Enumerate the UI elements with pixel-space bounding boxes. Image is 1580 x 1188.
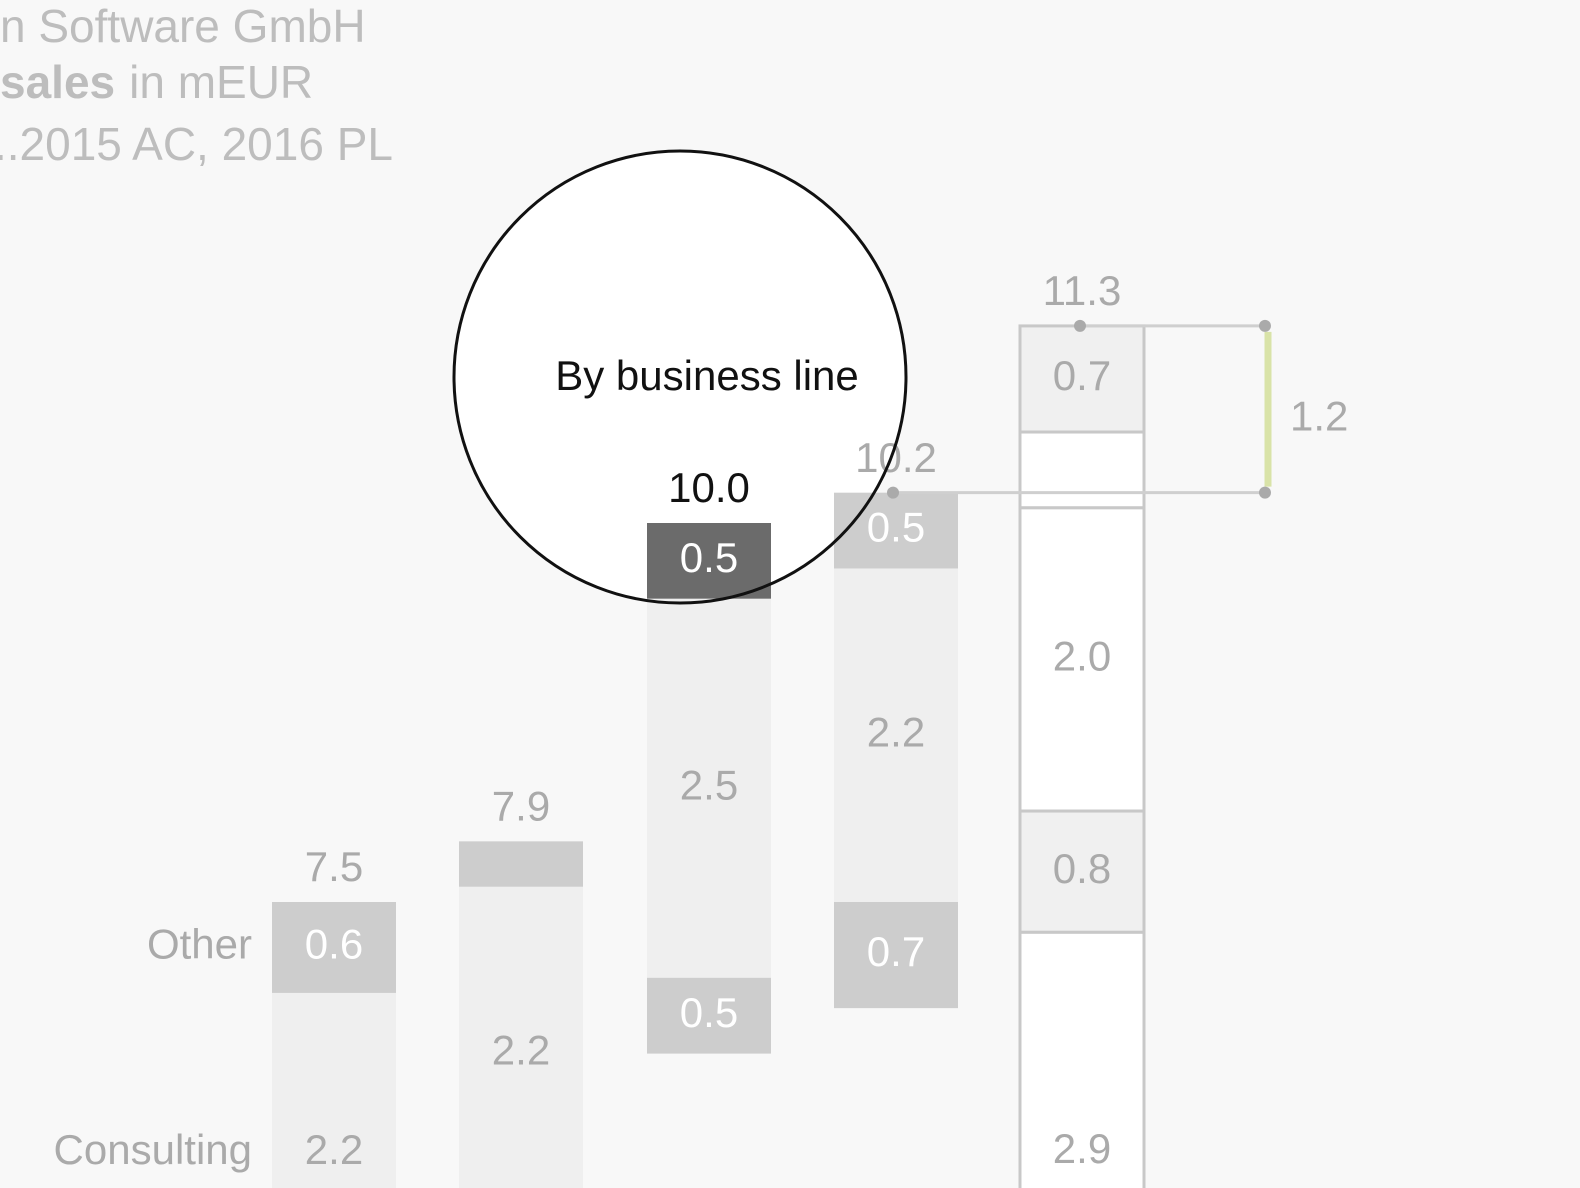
title-measure-bold: sales xyxy=(0,56,115,108)
anchor-dot xyxy=(1259,319,1271,332)
bar-segment xyxy=(1018,506,1146,813)
highlight-circle-fill xyxy=(454,151,906,603)
bar-segment xyxy=(647,598,771,978)
segment-label: 0.5 xyxy=(680,989,738,1036)
bar-segment xyxy=(834,568,958,902)
segment-label: 0.8 xyxy=(1053,845,1111,892)
segment-label: 0.5 xyxy=(680,534,738,581)
bar-segment xyxy=(272,902,396,993)
segment-label: 0.7 xyxy=(867,928,925,975)
bar-segment xyxy=(647,523,771,599)
bar-segment xyxy=(459,886,583,1188)
segment-label: 0.7 xyxy=(1053,352,1111,399)
bar-segment xyxy=(647,977,771,1054)
title-company: n Software GmbH xyxy=(0,0,366,52)
segment-label: 2.5 xyxy=(680,761,738,808)
row-label: Consulting xyxy=(54,1126,252,1173)
bar-segment xyxy=(1018,430,1146,510)
anchor-dot xyxy=(887,486,899,499)
title-period: ..2015 AC, 2016 PL xyxy=(0,118,393,170)
bar-segment xyxy=(834,492,958,569)
segment-label: 2.9 xyxy=(1053,1125,1111,1172)
total-label: 11.3 xyxy=(1043,267,1122,314)
segment-label: 0.6 xyxy=(305,921,363,968)
plot: 0.6 Other 2.2 Consulting 7.5 2.2 7.9 0.5 2.5 0.5 1… xyxy=(54,267,1348,1188)
bar-segment xyxy=(272,992,396,1188)
total-label: 10.0 xyxy=(668,464,750,511)
segment-label: 2.2 xyxy=(492,1027,550,1074)
bar-segment xyxy=(1018,930,1146,1188)
title-unit: in mEUR xyxy=(129,56,313,108)
highlight-circle xyxy=(452,149,908,605)
segment-label: 2.2 xyxy=(305,1126,363,1173)
segment-label: 2.2 xyxy=(867,708,925,755)
annotation: By business line xyxy=(555,352,859,399)
total-label: 7.5 xyxy=(305,843,363,890)
segment-label: 0.5 xyxy=(867,504,925,551)
bar-segment xyxy=(834,902,958,1009)
anchor-dot xyxy=(1074,319,1086,332)
total-label: 7.9 xyxy=(492,782,550,829)
title-measure: sales in mEUR xyxy=(0,56,313,108)
anchor-dot xyxy=(1259,486,1271,499)
delta-label: 1.2 xyxy=(1290,392,1348,439)
row-label: Other xyxy=(147,921,252,968)
bar-segment xyxy=(1018,324,1146,434)
background-layer xyxy=(454,151,906,603)
bar-segment xyxy=(1018,809,1146,934)
bar-segment xyxy=(459,841,583,887)
segment-label: 2.0 xyxy=(1053,633,1111,680)
